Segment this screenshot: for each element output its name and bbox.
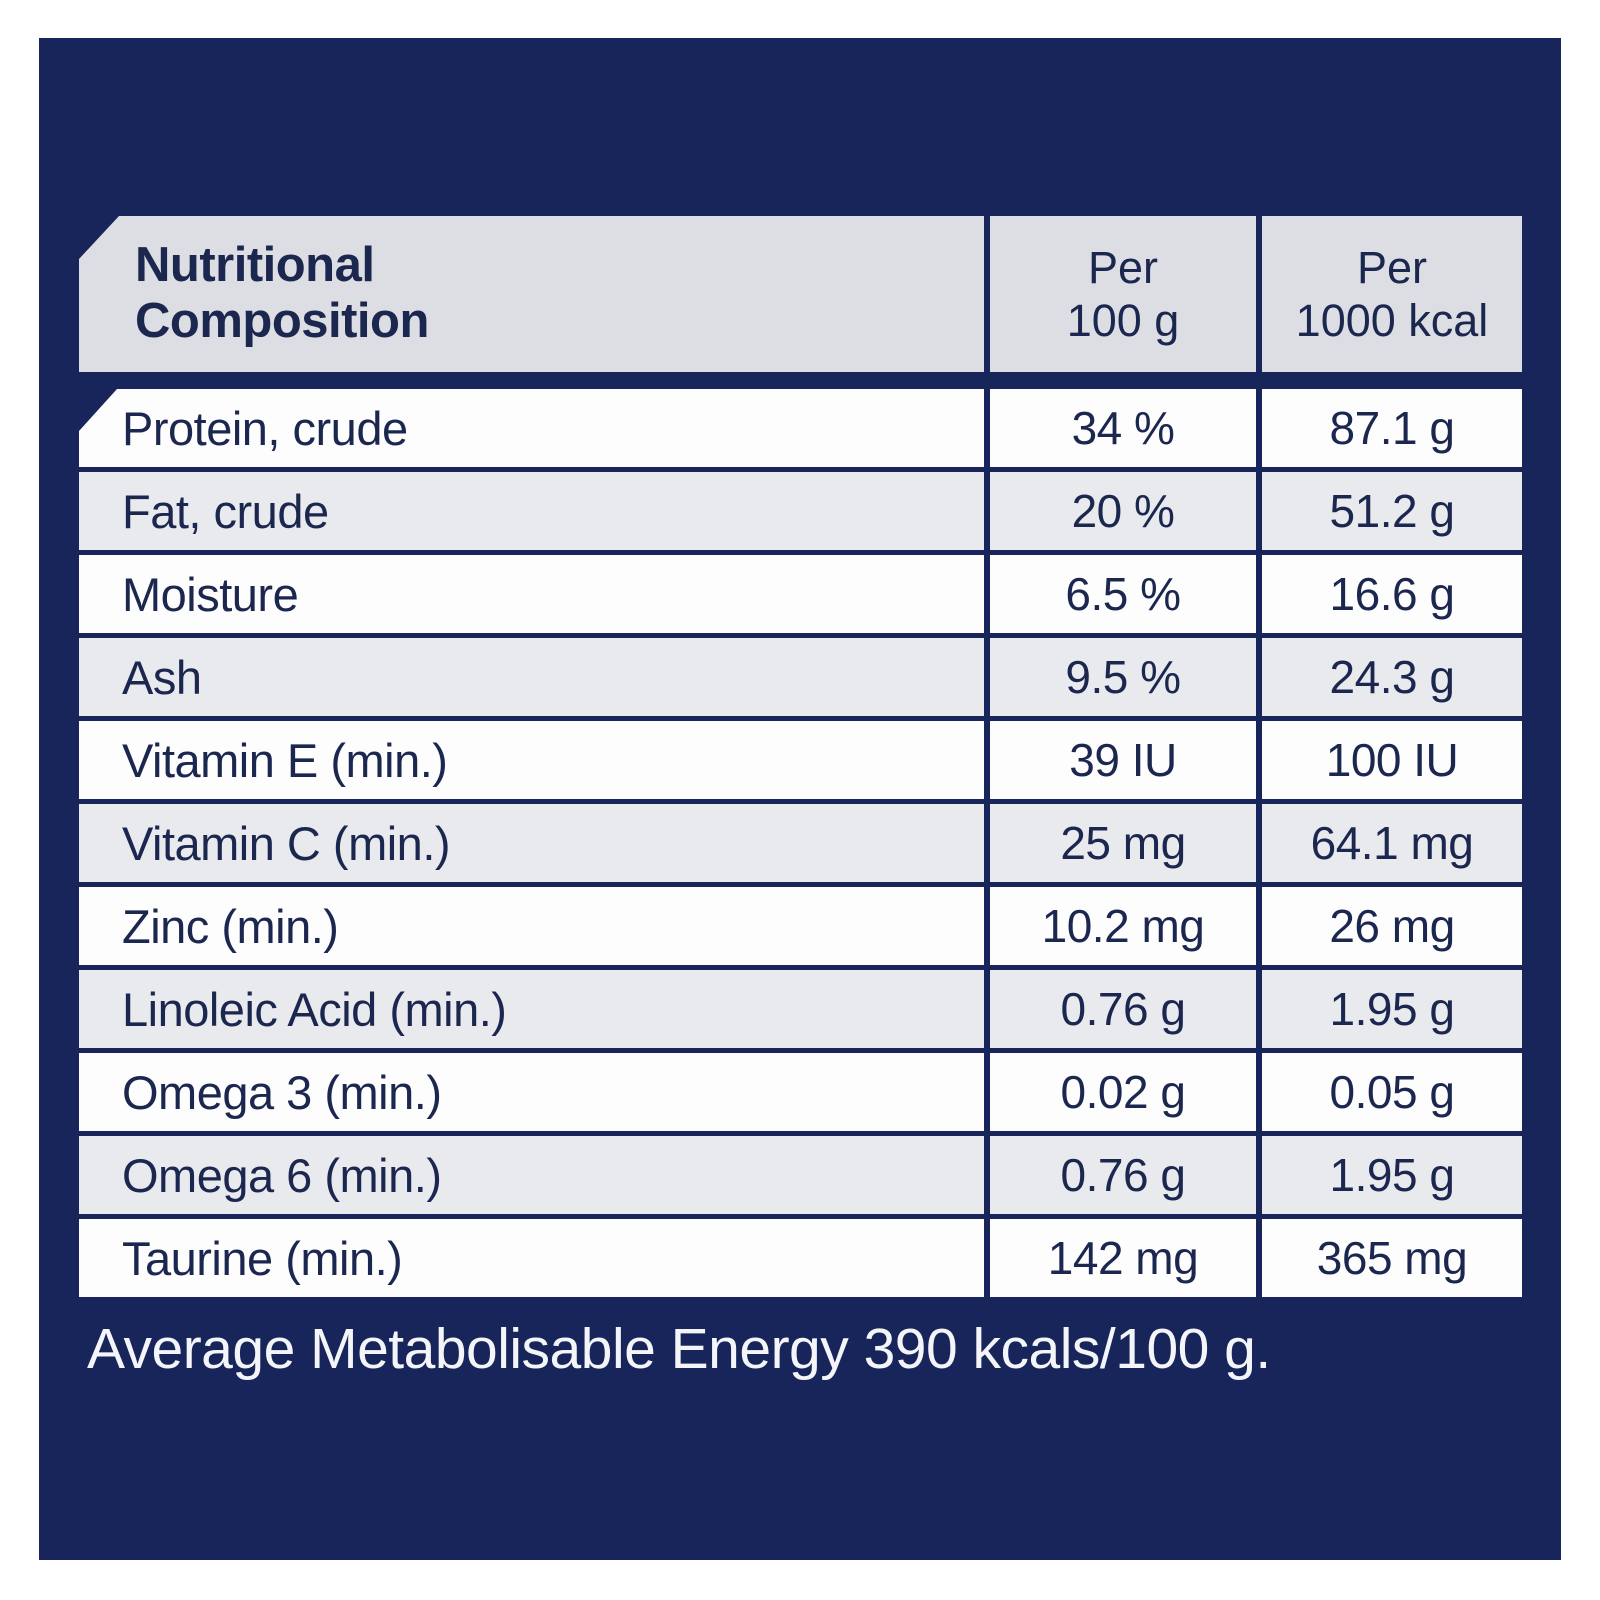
nutrient-label: Vitamin C (min.) [122, 816, 451, 870]
nutrient-label: Omega 6 (min.) [122, 1148, 442, 1202]
per-100g-value: 20 % [1071, 485, 1175, 537]
per-1000kcal-value: 1.95 g [1329, 1149, 1455, 1201]
per-100g-value: 10.2 mg [1041, 900, 1205, 952]
per-100g-value: 0.76 g [1060, 1149, 1186, 1201]
per-1000kcal-value: 16.6 g [1329, 568, 1455, 620]
column-header-per-1000kcal-line1: Per [1356, 241, 1428, 293]
per-100g-value: 142 mg [1047, 1232, 1199, 1284]
per-100g-value: 6.5 % [1065, 568, 1181, 620]
column-divider-line [1256, 216, 1262, 1297]
table-body: Protein, crude 34 % 87.1 g Fat, crude 20… [79, 389, 1522, 1302]
table-title-line1: Nutritional [135, 238, 375, 293]
per-1000kcal-value: 24.3 g [1329, 651, 1455, 703]
per-1000kcal-value: 64.1 mg [1310, 817, 1474, 869]
nutrient-label: Vitamin E (min.) [122, 733, 448, 787]
per-1000kcal-value: 365 mg [1316, 1232, 1468, 1284]
per-1000kcal-value: 100 IU [1325, 734, 1459, 786]
per-1000kcal-value: 87.1 g [1329, 402, 1455, 454]
table-header: Nutritional Composition Per 100 g Per 10… [79, 216, 1522, 372]
per-100g-value: 39 IU [1069, 734, 1177, 786]
per-100g-value: 34 % [1071, 402, 1175, 454]
column-header-per-100g-line2: 100 g [1066, 295, 1180, 346]
per-1000kcal-value: 26 mg [1329, 900, 1455, 952]
nutrient-label: Taurine (min.) [122, 1231, 403, 1285]
per-100g-value: 9.5 % [1065, 651, 1181, 703]
table-row: Omega 3 (min.) 0.02 g 0.05 g [79, 1053, 1522, 1131]
table-row: Taurine (min.) 142 mg 365 mg [79, 1219, 1522, 1297]
per-100g-value: 0.02 g [1060, 1066, 1186, 1118]
per-1000kcal-value: 1.95 g [1329, 983, 1455, 1035]
nutrient-label: Zinc (min.) [122, 899, 339, 953]
nutrient-label: Omega 3 (min.) [122, 1065, 442, 1119]
table-title-line2: Composition [135, 294, 429, 348]
per-1000kcal-value: 0.05 g [1329, 1066, 1455, 1118]
per-100g-value: 25 mg [1060, 817, 1186, 869]
table-row: Linoleic Acid (min.) 0.76 g 1.95 g [79, 970, 1522, 1048]
column-header-per-1000kcal-line2: 1000 kcal [1295, 295, 1489, 346]
energy-note: Average Metabolisable Energy 390 kcals/1… [87, 1317, 1271, 1381]
table-row: Fat, crude 20 % 51.2 g [79, 472, 1522, 550]
nutrient-label: Fat, crude [122, 484, 329, 538]
nutrient-label: Moisture [122, 567, 299, 621]
table-row: Vitamin E (min.) 39 IU 100 IU [79, 721, 1522, 799]
column-divider-line [984, 216, 990, 1297]
nutrition-panel: Nutritional Composition Per 100 g Per 10… [39, 38, 1561, 1560]
per-1000kcal-value: 51.2 g [1329, 485, 1455, 537]
table-row: Zinc (min.) 10.2 mg 26 mg [79, 887, 1522, 965]
nutrient-label: Protein, crude [122, 401, 408, 455]
table-title: Nutritional Composition [79, 216, 984, 372]
nutrient-label: Ash [122, 650, 202, 704]
table-row: Ash 9.5 % 24.3 g [79, 638, 1522, 716]
column-header-per-100g: Per 100 g [990, 216, 1256, 372]
column-header-per-1000kcal: Per 1000 kcal [1262, 216, 1522, 372]
table-row: Omega 6 (min.) 0.76 g 1.95 g [79, 1136, 1522, 1214]
table-row: Vitamin C (min.) 25 mg 64.1 mg [79, 804, 1522, 882]
table-row: Moisture 6.5 % 16.6 g [79, 555, 1522, 633]
per-100g-value: 0.76 g [1060, 983, 1186, 1035]
table-row: Protein, crude 34 % 87.1 g [79, 389, 1522, 467]
nutrient-label: Linoleic Acid (min.) [122, 982, 507, 1036]
column-header-per-100g-line1: Per [1087, 241, 1159, 293]
